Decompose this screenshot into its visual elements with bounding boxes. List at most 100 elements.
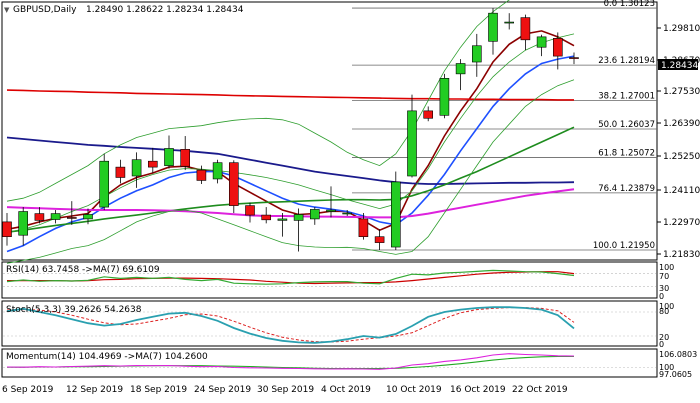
bear-candle: [569, 57, 579, 59]
bull-candle: [504, 21, 515, 24]
series-line-ma_magenta: [6, 188, 575, 219]
date-label: 22 Oct 2019: [512, 385, 568, 395]
date-axis: 6 Sep 2019 12 Sep 2019 18 Sep 2019 24 Se…: [2, 385, 568, 395]
bull-candle: [390, 181, 401, 248]
bull-candle: [536, 36, 547, 48]
series-line-band_lower: [6, 79, 575, 264]
rsi-line: [6, 269, 575, 285]
fib-level-label: 0.0 1.30123: [604, 0, 655, 9]
bull-candle: [293, 214, 304, 221]
date-label: 16 Oct 2019: [450, 385, 506, 395]
bull-candle: [83, 214, 93, 220]
bear-candle: [180, 149, 190, 167]
bear-candle: [196, 169, 207, 181]
momentum-title: Momentum(14) 104.4969 ->MA(7) 104.2600: [6, 352, 208, 362]
stoch-tick-label: 80: [659, 307, 669, 316]
date-label: 12 Sep 2019: [66, 385, 123, 395]
fib-level-label: 50.0 1.26037: [598, 120, 655, 130]
price-tick-label: 1.22970: [663, 218, 700, 228]
chart-header: ▼ GBPUSD,Daily 1.28490 1.28622 1.28234 1…: [4, 5, 244, 15]
price-tick-label: 1.29810: [663, 24, 700, 34]
bull-candle: [342, 212, 353, 215]
series-line-band_upper: [6, 0, 511, 202]
bull-candle: [455, 63, 466, 75]
bear-candle: [245, 205, 255, 216]
stoch-signal-line: [6, 307, 575, 343]
stoch-axis: 100 80 20 0: [659, 302, 674, 349]
date-label: 4 Oct 2019: [321, 385, 371, 395]
stoch-tick-label: 0: [659, 340, 664, 349]
bear-candle: [358, 218, 369, 237]
date-label: 24 Sep 2019: [194, 385, 251, 395]
series-line-ma_red: [6, 89, 574, 101]
fib-level-label: 61.8 1.25072: [598, 149, 655, 159]
series-line-ma_navy: [6, 136, 575, 185]
bull-candle: [99, 160, 109, 208]
price-axis: 1.29810 1.28670 1.27530 1.26390 1.25250 …: [657, 24, 700, 260]
bull-candle: [131, 159, 142, 177]
bear-candle: [261, 214, 272, 221]
rsi-title: RSI(14) 63.7458 ->MA(7) 69.6109: [6, 265, 160, 275]
bull-candle: [18, 211, 29, 236]
current-price-marker: 1.28434: [658, 59, 698, 71]
momentum-tick-label: 100: [659, 363, 674, 372]
momentum-axis: 106.0803 100 97.0605: [659, 350, 697, 379]
fib-level-label: 100.0 1.21950: [593, 241, 655, 251]
current-price-label: 1.28434: [661, 61, 698, 71]
bull-candle: [309, 209, 320, 220]
date-label: 30 Sep 2019: [257, 385, 314, 395]
bull-candle: [326, 209, 336, 212]
momentum-panel: [1, 348, 658, 378]
date-label: 10 Oct 2019: [386, 385, 442, 395]
momentum-line: [6, 353, 575, 370]
date-label: 18 Sep 2019: [130, 385, 187, 395]
price-tick-label: 1.21830: [663, 250, 700, 260]
symbol-label: GBPUSD,Daily: [13, 5, 77, 15]
bull-candle: [212, 162, 223, 180]
rsi-tick-label: 30: [659, 284, 669, 293]
fib-level-label: 38.2 1.27001: [598, 91, 655, 101]
bull-candle: [407, 110, 417, 177]
fib-level-label: 23.6 1.28194: [598, 56, 655, 66]
price-tick-label: 1.27530: [663, 87, 700, 97]
bear-candle: [115, 166, 126, 178]
bull-candle: [164, 148, 174, 166]
bear-candle: [34, 213, 45, 221]
bear-candle: [374, 236, 385, 243]
bull-candle: [50, 213, 61, 220]
momentum-lines: [3, 353, 656, 370]
momentum-tick-label: 106.0803: [659, 350, 697, 359]
bear-candle: [552, 38, 563, 57]
bear-candle: [148, 160, 158, 168]
rsi-lines: [3, 269, 656, 287]
momentum-tick-label: 97.0605: [659, 370, 692, 379]
price-tick-label: 1.26390: [663, 119, 700, 129]
momentum-ma-line: [7, 355, 574, 370]
rsi-tick-label: 100: [659, 263, 674, 272]
bull-candle: [277, 218, 288, 221]
rsi-tick-label: 0: [659, 292, 664, 301]
bull-candle: [439, 78, 450, 116]
bear-candle: [67, 217, 77, 219]
bear-candle: [229, 162, 239, 206]
bear-candle: [423, 110, 434, 119]
stoch-lines: [3, 306, 656, 344]
date-label: 6 Sep 2019: [2, 385, 54, 395]
series-line-ma_green: [6, 126, 575, 233]
price-tick-label: 1.25250: [663, 152, 700, 162]
header-icon: ▼: [4, 6, 10, 14]
bull-candle: [471, 45, 482, 63]
fib-level-label: 76.4 1.23879: [598, 184, 655, 194]
stoch-main-line: [6, 306, 575, 344]
bear-candle: [520, 17, 531, 41]
bull-candle: [488, 12, 498, 42]
stoch-title: Stoch(5,3,3) 39.2626 54.2638: [6, 305, 142, 315]
stoch-tick-label: 20: [659, 333, 669, 342]
rsi-tick-label: 70: [659, 272, 669, 281]
price-tick-label: 1.24110: [663, 186, 700, 196]
ohlc-label: 1.28490 1.28622 1.28234 1.28434: [86, 5, 244, 15]
rsi-axis: 100 70 30 0: [659, 263, 674, 301]
bear-candle: [2, 221, 12, 237]
